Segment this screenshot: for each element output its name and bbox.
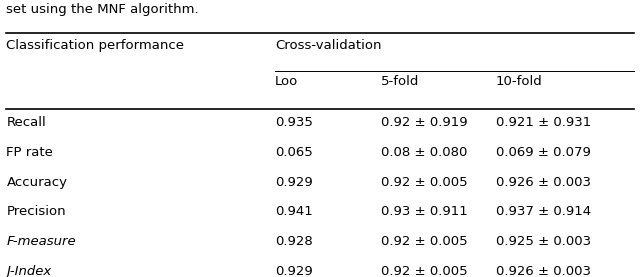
Text: 0.065: 0.065 (275, 146, 313, 159)
Text: 0.935: 0.935 (275, 116, 313, 129)
Text: 0.92 ± 0.005: 0.92 ± 0.005 (381, 176, 467, 189)
Text: Cross-validation: Cross-validation (275, 39, 381, 52)
Text: Loo: Loo (275, 75, 298, 88)
Text: 0.926 ± 0.003: 0.926 ± 0.003 (496, 265, 591, 277)
Text: 0.937 ± 0.914: 0.937 ± 0.914 (496, 205, 591, 218)
Text: 0.92 ± 0.919: 0.92 ± 0.919 (381, 116, 467, 129)
Text: 0.08 ± 0.080: 0.08 ± 0.080 (381, 146, 467, 159)
Text: 0.929: 0.929 (275, 176, 313, 189)
Text: Recall: Recall (6, 116, 46, 129)
Text: Classification performance: Classification performance (6, 39, 184, 52)
Text: 0.069 ± 0.079: 0.069 ± 0.079 (496, 146, 591, 159)
Text: F-measure: F-measure (6, 235, 76, 248)
Text: Precision: Precision (6, 205, 66, 218)
Text: J-Index: J-Index (6, 265, 52, 277)
Text: 0.929: 0.929 (275, 265, 313, 277)
Text: set using the MNF algorithm.: set using the MNF algorithm. (6, 3, 199, 16)
Text: 0.941: 0.941 (275, 205, 313, 218)
Text: 0.93 ± 0.911: 0.93 ± 0.911 (381, 205, 468, 218)
Text: 10-fold: 10-fold (496, 75, 543, 88)
Text: 0.92 ± 0.005: 0.92 ± 0.005 (381, 235, 467, 248)
Text: 0.928: 0.928 (275, 235, 313, 248)
Text: 0.925 ± 0.003: 0.925 ± 0.003 (496, 235, 591, 248)
Text: FP rate: FP rate (6, 146, 53, 159)
Text: 0.926 ± 0.003: 0.926 ± 0.003 (496, 176, 591, 189)
Text: 0.92 ± 0.005: 0.92 ± 0.005 (381, 265, 467, 277)
Text: Accuracy: Accuracy (6, 176, 67, 189)
Text: 0.921 ± 0.931: 0.921 ± 0.931 (496, 116, 591, 129)
Text: 5-fold: 5-fold (381, 75, 419, 88)
